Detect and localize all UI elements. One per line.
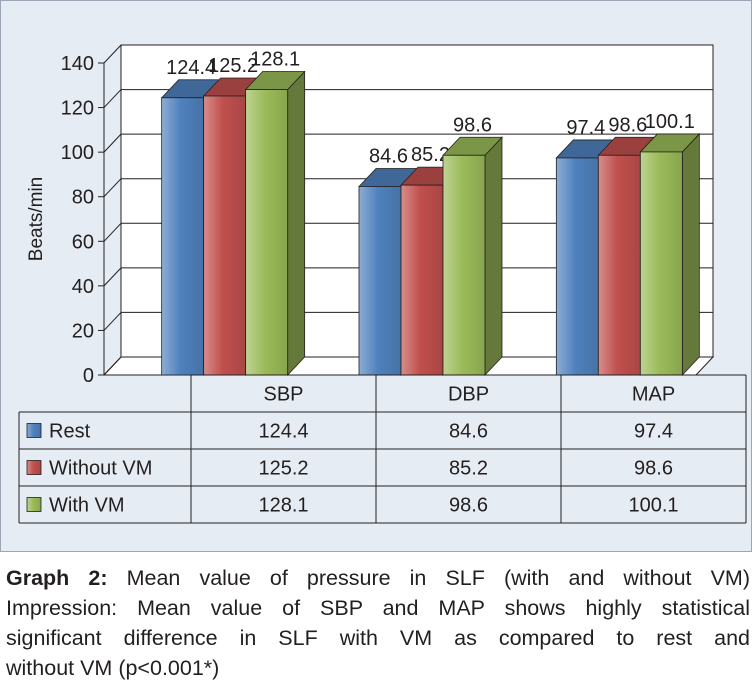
y-tick-label: 20 <box>72 320 94 342</box>
gridline-diagonal <box>103 133 122 153</box>
gridline-diagonal <box>103 312 122 331</box>
y-tick-label: 120 <box>61 98 94 120</box>
table-cell-value: 124.4 <box>258 421 308 443</box>
y-tick-label: 0 <box>83 365 94 387</box>
data-label: 97.4 <box>566 117 605 139</box>
legend-swatch <box>26 497 42 512</box>
y-tick-label: 60 <box>72 231 94 253</box>
legend-swatch <box>26 423 42 438</box>
bar <box>442 154 486 376</box>
data-label: 128.1 <box>250 49 300 71</box>
bar <box>555 157 599 376</box>
data-label: 98.6 <box>453 114 492 136</box>
bar <box>358 186 402 376</box>
data-label: 85.2 <box>411 144 450 166</box>
y-tick-label: 100 <box>61 142 94 164</box>
table-cell-value: 97.4 <box>634 421 673 443</box>
table-cell-value: 125.2 <box>258 458 308 480</box>
bar <box>597 154 641 376</box>
caption-line-2: Impression: Mean value of SBP and MAP sh… <box>6 596 750 620</box>
gridline-diagonal <box>103 44 122 64</box>
x-category-label: SBP <box>263 384 303 406</box>
table-cell-value: 98.6 <box>634 458 673 480</box>
bar <box>639 151 683 376</box>
legend-label: With VM <box>49 495 125 517</box>
gridline-diagonal <box>103 89 122 108</box>
caption-line-4: without VM (p<0.001*) <box>6 656 220 680</box>
data-label: 124.4 <box>166 57 216 79</box>
bar <box>400 184 444 376</box>
table-cell-value: 85.2 <box>449 458 488 480</box>
bar <box>245 89 289 376</box>
bar-side <box>681 132 700 377</box>
table-cell-value: 128.1 <box>258 495 308 517</box>
bar-chart: 020406080100120140Beats/min124.4125.2128… <box>18 44 747 524</box>
legend-label: Rest <box>49 421 91 443</box>
data-label: 98.6 <box>608 114 647 136</box>
bar <box>203 95 247 376</box>
legend-label: Without VM <box>49 458 152 480</box>
caption-line-1: Graph 2: Mean value of pressure in SLF (… <box>6 563 750 593</box>
gridline-diagonal <box>103 178 122 198</box>
y-axis-label: Beats/min <box>26 177 47 261</box>
legend-swatch <box>26 460 42 475</box>
table-cell-value: 100.1 <box>628 495 678 517</box>
bar <box>161 97 205 376</box>
caption-line-3: significant difference in SLF with VM as… <box>6 626 750 650</box>
caption-label: Graph 2: <box>6 566 108 590</box>
data-label: 125.2 <box>208 55 258 77</box>
data-label: 100.1 <box>645 111 695 133</box>
y-tick-label: 40 <box>72 276 94 298</box>
y-tick-label: 140 <box>61 53 94 75</box>
x-category-label: MAP <box>632 384 675 406</box>
chart-panel: 0 20 40 60 80 100 120 140 Beats/min 124.4 125.2 128… <box>0 0 752 552</box>
gridline-diagonal <box>103 222 122 242</box>
y-tick-label: 80 <box>72 187 94 209</box>
table-cell-value: 84.6 <box>449 421 488 443</box>
x-category-label: DBP <box>448 384 489 406</box>
gridline-diagonal <box>103 267 122 287</box>
figure-caption: Graph 2: Mean value of pressure in SLF (… <box>6 563 750 683</box>
gridline-diagonal <box>103 356 122 376</box>
data-label: 84.6 <box>369 145 408 167</box>
bar-side <box>287 70 306 377</box>
bar-side <box>484 136 503 377</box>
caption-title: Mean value of pressure in SLF (with and … <box>126 566 750 590</box>
table-cell-value: 98.6 <box>449 495 488 517</box>
